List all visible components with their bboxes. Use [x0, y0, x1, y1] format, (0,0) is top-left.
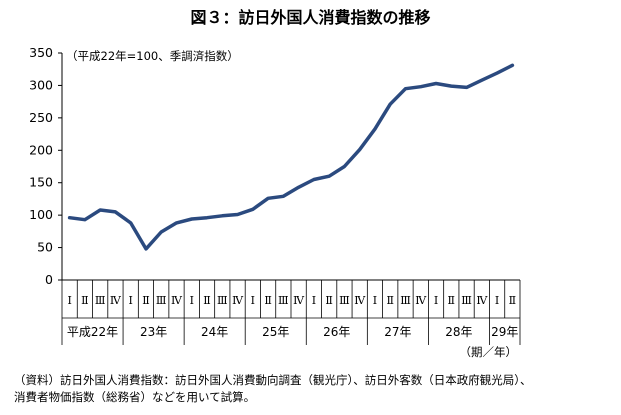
year-label: 28年 [445, 325, 472, 339]
quarter-label: Ⅱ [142, 294, 149, 307]
quarter-label: Ⅲ [400, 294, 411, 307]
quarter-label: Ⅲ [217, 294, 228, 307]
quarter-label: Ⅰ [190, 294, 194, 307]
quarter-label: Ⅱ [386, 294, 393, 307]
quarter-label: Ⅱ [448, 294, 455, 307]
quarter-label: Ⅰ [495, 294, 499, 307]
quarter-label: Ⅲ [278, 294, 289, 307]
y-tick-label: 350 [29, 45, 53, 60]
quarter-label: Ⅰ [67, 294, 71, 307]
quarter-label: Ⅲ [156, 294, 167, 307]
y-tick-label: 50 [37, 240, 53, 255]
year-label: 24年 [201, 325, 228, 339]
period-label: （期／年） [460, 345, 518, 359]
y-tick-label: 200 [29, 142, 53, 157]
quarter-label: Ⅱ [264, 294, 271, 307]
year-label: 29年 [491, 325, 518, 339]
quarter-label: Ⅰ [434, 294, 438, 307]
quarter-label: Ⅱ [509, 294, 516, 307]
unit-label: （平成22年=100、季調済指数） [66, 49, 239, 63]
source-footnote: （資料）訪日外国人消費指数：訪日外国人消費動向調査（観光庁）、訪日外客数（日本政… [14, 373, 532, 404]
quarter-label: Ⅳ [476, 294, 488, 307]
quarter-label: Ⅰ [373, 294, 377, 307]
year-label: 23年 [140, 325, 167, 339]
quarter-label: Ⅱ [81, 294, 88, 307]
quarter-label: Ⅳ [110, 294, 122, 307]
y-tick-label: 250 [29, 110, 53, 125]
quarter-label: Ⅳ [415, 294, 427, 307]
quarter-label: Ⅲ [95, 294, 106, 307]
year-label: 26年 [323, 325, 350, 339]
y-tick-label: 150 [29, 175, 53, 190]
quarter-label: Ⅲ [339, 294, 350, 307]
chart-title: 図３：訪日外国人消費指数の推移 [190, 8, 431, 27]
quarter-label: Ⅲ [461, 294, 472, 307]
series-line [67, 63, 515, 251]
quarter-label: Ⅱ [325, 294, 332, 307]
quarter-label: Ⅳ [293, 294, 305, 307]
y-tick-label: 0 [45, 272, 53, 287]
quarter-label: Ⅰ [312, 294, 316, 307]
quarter-label: Ⅳ [232, 294, 244, 307]
year-label: 27年 [384, 325, 411, 339]
quarter-label: Ⅳ [171, 294, 183, 307]
quarter-label: Ⅳ [354, 294, 366, 307]
y-tick-label: 100 [29, 207, 53, 222]
quarter-label: Ⅱ [203, 294, 210, 307]
y-tick-label: 300 [29, 77, 53, 92]
quarter-label: Ⅰ [251, 294, 255, 307]
year-label: 25年 [262, 325, 289, 339]
year-label: 平成22年 [67, 325, 118, 339]
quarter-label: Ⅰ [129, 294, 133, 307]
